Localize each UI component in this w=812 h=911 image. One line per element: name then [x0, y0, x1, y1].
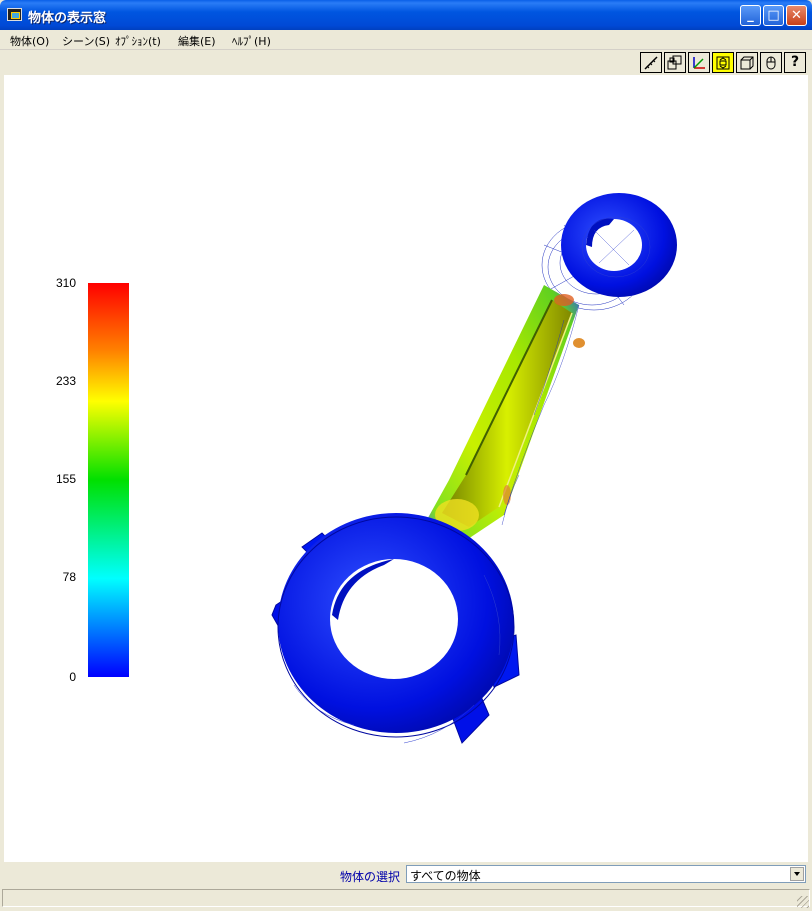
toolbar: ? — [0, 50, 812, 75]
object-select-dropdown[interactable]: すべての物体 — [406, 865, 806, 883]
measure-button[interactable] — [640, 52, 662, 73]
layout-icon — [667, 55, 682, 70]
connecting-rod-model — [271, 193, 677, 744]
close-icon: ✕ — [791, 8, 802, 23]
small-end-bore — [586, 219, 642, 271]
box-view-button[interactable] — [736, 52, 758, 73]
status-panel — [2, 889, 810, 907]
menu-options[interactable]: ｵﾌﾟｼｮﾝ(t) — [115, 35, 161, 48]
axis-icon — [693, 57, 705, 69]
app-icon[interactable] — [7, 8, 22, 21]
legend-label-155: 155 — [55, 472, 76, 486]
layout-button[interactable] — [664, 52, 686, 73]
measure-icon — [644, 56, 658, 70]
shaft-mesh — [501, 304, 580, 526]
object-select-label: 物体の選択 — [340, 870, 401, 884]
viewport-3d[interactable]: 310 233 155 78 0 — [4, 75, 808, 862]
fit-view-icon — [716, 56, 730, 70]
close-button[interactable]: ✕ — [786, 5, 807, 26]
menu-help[interactable]: ﾍﾙﾌﾟ(H) — [232, 35, 271, 48]
status-bar: 物体の選択 すべての物体 — [0, 862, 812, 911]
rod-channel — [442, 300, 572, 527]
maximize-icon: □ — [767, 8, 780, 23]
help-icon: ? — [790, 54, 800, 70]
legend-label-min: 0 — [69, 670, 76, 684]
help-button[interactable]: ? — [784, 52, 806, 73]
minimize-button[interactable]: _ — [740, 5, 761, 26]
menu-scene[interactable]: シーン(S) — [62, 35, 111, 48]
minimize-icon: _ — [747, 8, 754, 23]
color-legend-bar — [88, 283, 129, 677]
menu-edit[interactable]: 編集(E) — [178, 35, 216, 48]
axis-button[interactable] — [688, 52, 710, 73]
resize-grip-icon[interactable] — [797, 896, 809, 908]
big-end-bore — [330, 559, 458, 679]
legend-label-233: 233 — [55, 374, 76, 388]
box-view-icon — [740, 56, 754, 70]
fit-view-button[interactable] — [712, 52, 734, 73]
menu-object[interactable]: 物体(O) — [10, 35, 50, 48]
mouse-button[interactable] — [760, 52, 782, 73]
title-bar[interactable]: 物体の表示窓 _ □ ✕ — [0, 0, 812, 30]
menu-bar: 物体(O) シーン(S) ｵﾌﾟｼｮﾝ(t) 編集(E) ﾍﾙﾌﾟ(H) — [0, 30, 812, 50]
chevron-down-icon[interactable] — [790, 867, 804, 881]
mouse-icon — [766, 56, 776, 70]
object-select-value: すべての物体 — [410, 869, 481, 883]
legend-label-max: 310 — [55, 276, 76, 290]
legend-label-78: 78 — [62, 570, 76, 584]
window-title: 物体の表示窓 — [28, 11, 107, 26]
maximize-button[interactable]: □ — [763, 5, 784, 26]
